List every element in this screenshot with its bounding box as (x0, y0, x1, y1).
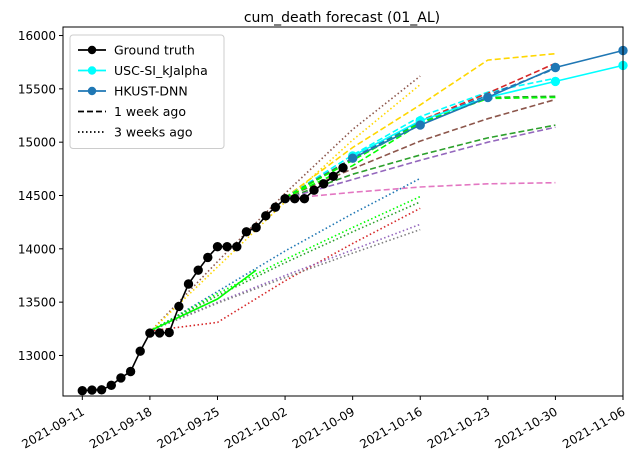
x-tick-label-3: 2021-10-02 (222, 404, 289, 451)
data-point-0-21 (280, 194, 290, 204)
y-tick-label-5: 15500 (18, 82, 56, 96)
series-line-15 (149, 177, 421, 333)
plot-frame (62, 26, 624, 397)
data-point-0-10 (174, 301, 184, 312)
series-line-20 (149, 228, 421, 332)
x-tick-label-8: 2021-11-06 (560, 404, 627, 451)
data-point-0-23 (299, 194, 310, 204)
x-tick-label-6: 2021-10-23 (425, 404, 492, 451)
data-point-1-3 (550, 76, 561, 87)
legend-marker-1 (87, 66, 97, 75)
series-line-5 (284, 62, 556, 199)
x-tick-label-5: 2021-10-16 (357, 404, 424, 451)
data-point-0-5 (125, 366, 136, 377)
series-line-22 (284, 123, 421, 199)
y-tick-label-1: 13500 (18, 296, 56, 310)
data-point-0-26 (328, 171, 338, 182)
data-point-0-6 (135, 346, 145, 356)
data-point-0-2 (96, 385, 107, 395)
series-line-16 (149, 195, 421, 332)
data-point-0-25 (319, 179, 329, 189)
legend-label-0: Ground truth (114, 43, 195, 58)
data-point-0-22 (290, 194, 300, 204)
data-point-0-12 (193, 265, 203, 275)
data-point-2-1 (415, 120, 425, 130)
series-line-12 (285, 181, 556, 200)
legend-box (69, 34, 225, 149)
y-axis: 13000 13500 14000 14500 15000 15500 16000 (18, 29, 63, 363)
data-point-2-2 (483, 92, 493, 103)
x-tick-label-4: 2021-10-09 (290, 404, 357, 451)
data-point-0-11 (183, 279, 194, 289)
legend-label-4: 3 weeks ago (114, 125, 193, 140)
data-point-0-8 (154, 328, 165, 338)
series-line-13 (149, 75, 421, 333)
legend-label-1: USC-SI_kJalpha (114, 63, 208, 78)
data-point-0-3 (106, 380, 117, 390)
x-axis: 2021-09-11 2021-09-18 2021-09-25 2021-10-02… (19, 396, 628, 451)
series-line-10 (284, 124, 556, 200)
y-tick-label-3: 14500 (18, 189, 56, 203)
legend-marker-2 (87, 86, 97, 96)
data-point-0-15 (222, 242, 232, 252)
data-point-2-3 (550, 62, 561, 73)
data-point-0-7 (145, 328, 155, 338)
data-point-0-24 (309, 185, 319, 195)
series-line-11 (284, 126, 556, 200)
y-tick-label-4: 15000 (18, 136, 56, 150)
y-tick-label-6: 16000 (18, 29, 56, 43)
data-point-0-4 (116, 373, 126, 383)
x-tick-label-1: 2021-09-18 (87, 404, 154, 451)
data-point-0-27 (338, 163, 348, 173)
data-point-0-20 (270, 202, 281, 212)
y-tick-label-2: 14000 (18, 242, 56, 256)
marker-layer (77, 45, 628, 396)
series-line-18 (149, 207, 421, 332)
legend-label-2: HKUST-DNN (114, 84, 188, 99)
x-tick-label-2: 2021-09-25 (155, 404, 222, 451)
x-tick-label-0: 2021-09-11 (19, 404, 86, 451)
series-line-21 (149, 269, 257, 332)
data-point-0-1 (87, 385, 97, 395)
data-point-0-19 (261, 211, 271, 221)
chart-title: cum_death forecast (01_AL) (244, 10, 440, 26)
data-point-0-9 (164, 327, 174, 338)
data-point-2-0 (348, 153, 358, 163)
series-line-14 (149, 83, 421, 333)
data-point-0-17 (241, 227, 252, 237)
data-point-0-14 (212, 242, 223, 252)
data-point-0-18 (251, 222, 261, 233)
data-point-0-16 (232, 242, 242, 252)
legend: Ground truth USC-SI_kJalpha HKUST-DNN 1 wee… (69, 34, 225, 149)
data-point-0-13 (203, 252, 213, 263)
series-line-0 (82, 167, 344, 392)
x-tick-label-7: 2021-10-30 (493, 404, 560, 451)
data-point-0-0 (77, 386, 88, 396)
y-tick-label-0: 13000 (18, 349, 56, 363)
legend-marker-0 (87, 45, 97, 55)
series-line-3 (284, 52, 556, 199)
legend-label-3: 1 week ago (114, 104, 186, 119)
